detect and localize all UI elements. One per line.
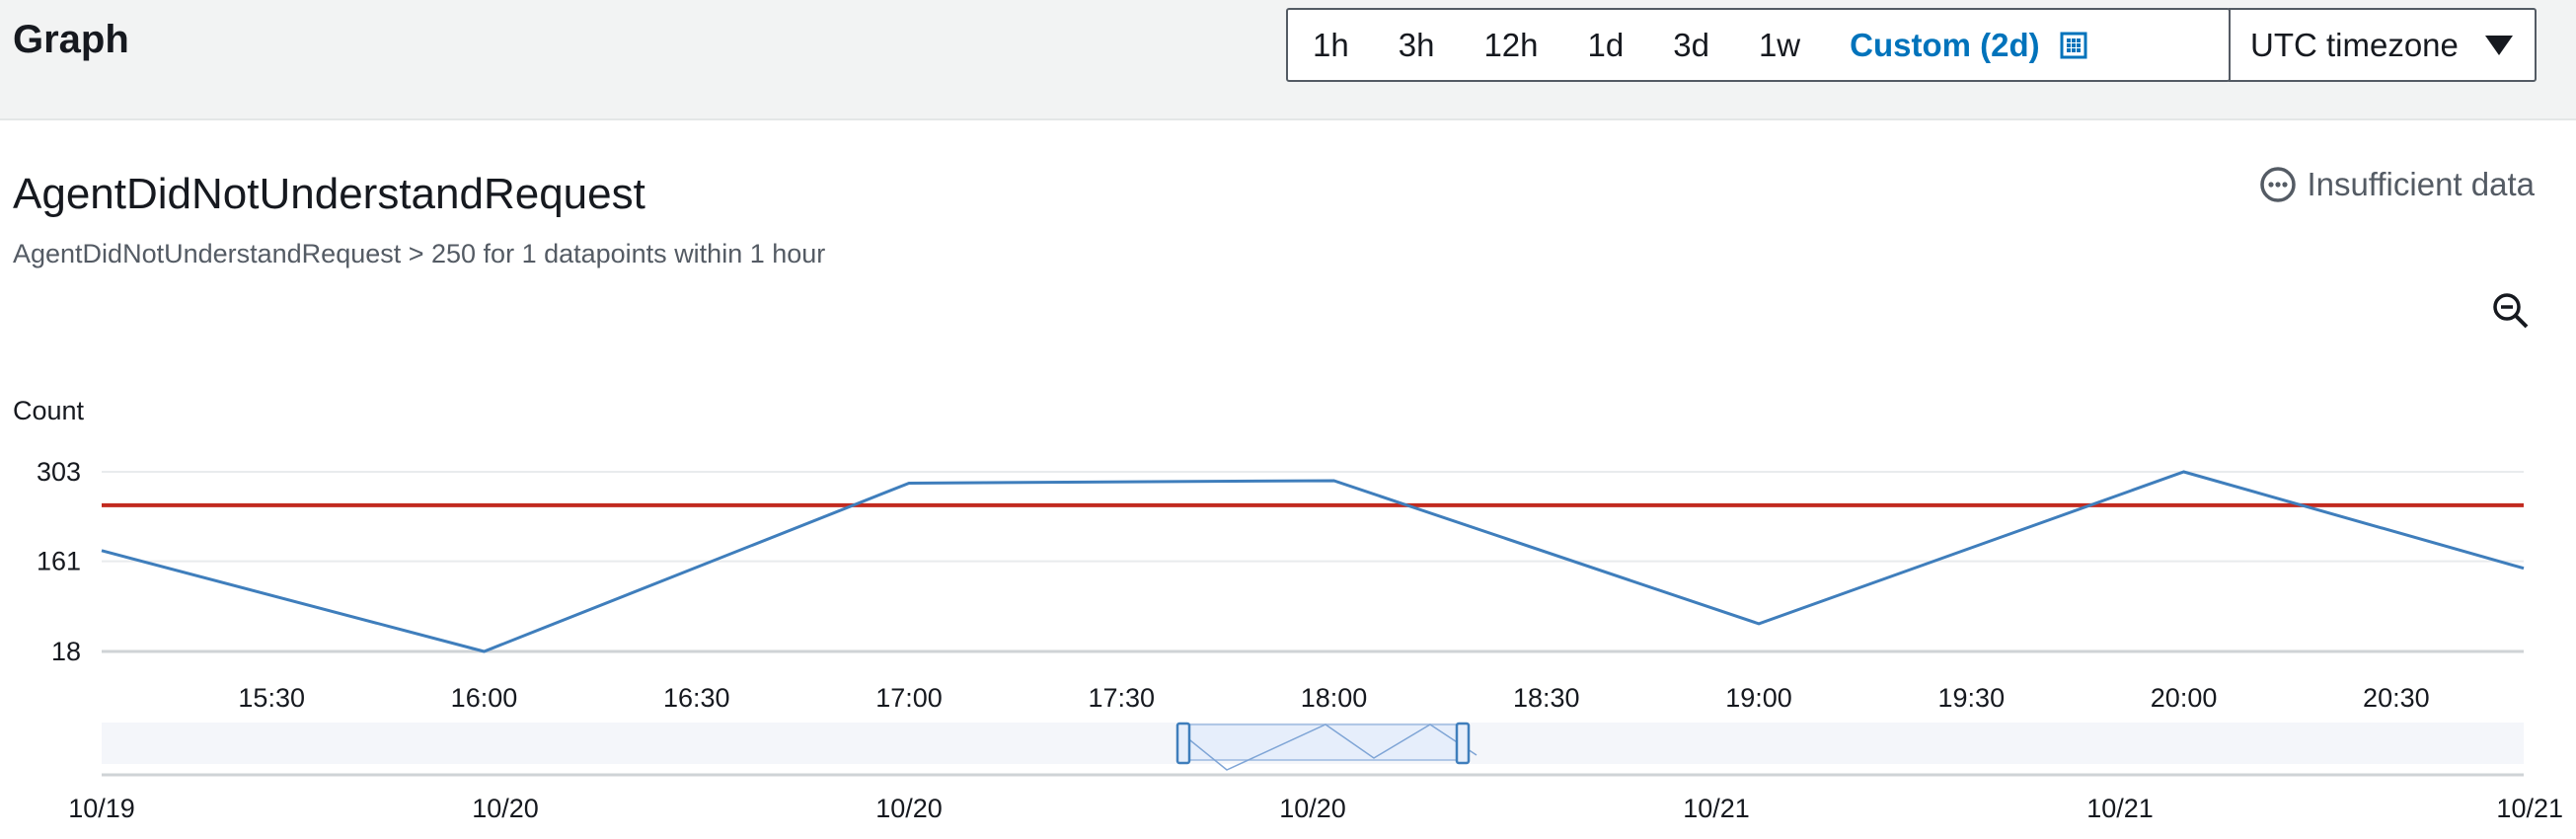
overview-tick-label: 10/21 bbox=[1683, 794, 1750, 823]
range-button-1d[interactable]: 1d bbox=[1587, 26, 1625, 63]
x-tick-label: 17:00 bbox=[875, 683, 943, 713]
alarm-status: Insufficient data bbox=[2259, 166, 2535, 203]
overview-tick-label: 10/20 bbox=[875, 794, 943, 823]
y-tick-label: 303 bbox=[37, 457, 81, 487]
overview-tick-label: 10/20 bbox=[472, 794, 539, 823]
caret-down-icon bbox=[2485, 35, 2513, 55]
x-tick-label: 17:30 bbox=[1088, 683, 1155, 713]
custom-range-label: Custom (2d) bbox=[1850, 26, 2040, 63]
x-tick-label: 20:00 bbox=[2151, 683, 2218, 713]
overview-tick-label: 10/19 bbox=[68, 794, 135, 823]
alarm-description: AgentDidNotUnderstandRequest > 250 for 1… bbox=[13, 239, 826, 268]
range-button-1w[interactable]: 1w bbox=[1758, 26, 1801, 63]
calendar-icon bbox=[2060, 32, 2087, 58]
x-tick-label: 20:30 bbox=[2363, 683, 2430, 713]
header-bar: Graph 1h 3h 12h 1d 3d 1w Custom (2d) UTC… bbox=[0, 0, 2576, 120]
x-tick-label: 16:00 bbox=[451, 683, 518, 713]
zoom-out-icon[interactable] bbox=[2491, 291, 2531, 331]
overview-series-line bbox=[1179, 724, 1477, 771]
y-tick-label: 161 bbox=[37, 547, 81, 576]
timezone-label: UTC timezone bbox=[2250, 26, 2459, 63]
x-tick-label: 15:30 bbox=[238, 683, 305, 713]
timezone-select[interactable]: UTC timezone bbox=[2229, 8, 2537, 82]
metric-chart: Count 18 161 303 15:30 16:00 16:30 17:00 17:30 18… bbox=[13, 396, 2563, 823]
overview-left-handle[interactable] bbox=[1175, 722, 1191, 765]
x-tick-label: 19:00 bbox=[1725, 683, 1792, 713]
custom-range-button[interactable]: Custom (2d) bbox=[1825, 27, 2112, 64]
x-tick-label: 18:30 bbox=[1513, 683, 1580, 713]
alarm-title: AgentDidNotUnderstandRequest bbox=[13, 170, 645, 218]
x-tick-label: 16:30 bbox=[663, 683, 730, 713]
x-tick-label: 19:30 bbox=[1938, 683, 2006, 713]
time-range-selector: 1h 3h 12h 1d 3d 1w Custom (2d) bbox=[1286, 8, 2231, 82]
overview-tick-label: 10/20 bbox=[1279, 794, 1346, 823]
overview-right-handle[interactable] bbox=[1455, 722, 1471, 765]
y-tick-label: 18 bbox=[51, 637, 81, 666]
range-button-12h[interactable]: 12h bbox=[1483, 26, 1539, 63]
x-tick-label: 18:00 bbox=[1301, 683, 1368, 713]
y-axis-title: Count bbox=[13, 396, 85, 425]
range-button-1h[interactable]: 1h bbox=[1313, 26, 1349, 63]
range-button-3d[interactable]: 3d bbox=[1673, 26, 1709, 63]
overview-tick-label: 10/21 bbox=[2086, 794, 2154, 823]
ellipsis-circle-icon bbox=[2260, 167, 2297, 202]
range-button-3h[interactable]: 3h bbox=[1398, 26, 1435, 63]
alarm-status-label: Insufficient data bbox=[2307, 166, 2535, 202]
overview-tick-label: 10/21 bbox=[2496, 794, 2563, 823]
overview-selection bbox=[1179, 724, 1468, 761]
page-title: Graph bbox=[13, 18, 129, 61]
